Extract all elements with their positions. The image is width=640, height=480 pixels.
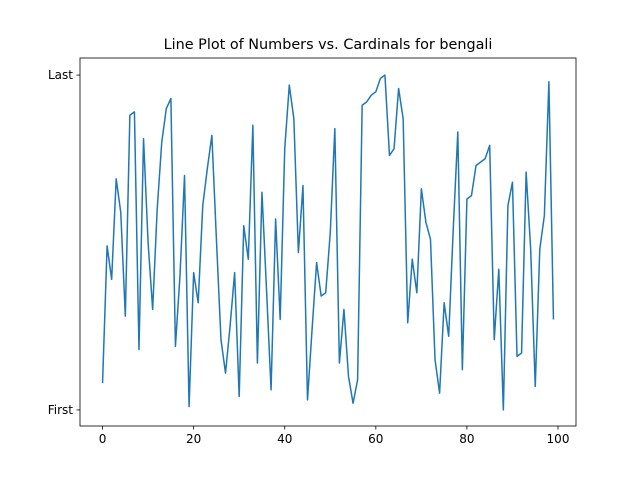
x-tick-label: 100 [547,432,570,446]
x-tick-label: 20 [186,432,201,446]
x-tick-label: 40 [277,432,292,446]
chart-title: Line Plot of Numbers vs. Cardinals for b… [164,37,493,53]
x-tick-label: 80 [459,432,474,446]
line-series [101,74,555,411]
y-tick-label: Last [48,68,73,82]
y-tick-label: First [48,403,74,417]
axes-frame [79,57,577,427]
x-tick-label: 0 [99,432,107,446]
x-tick-label: 60 [368,432,383,446]
